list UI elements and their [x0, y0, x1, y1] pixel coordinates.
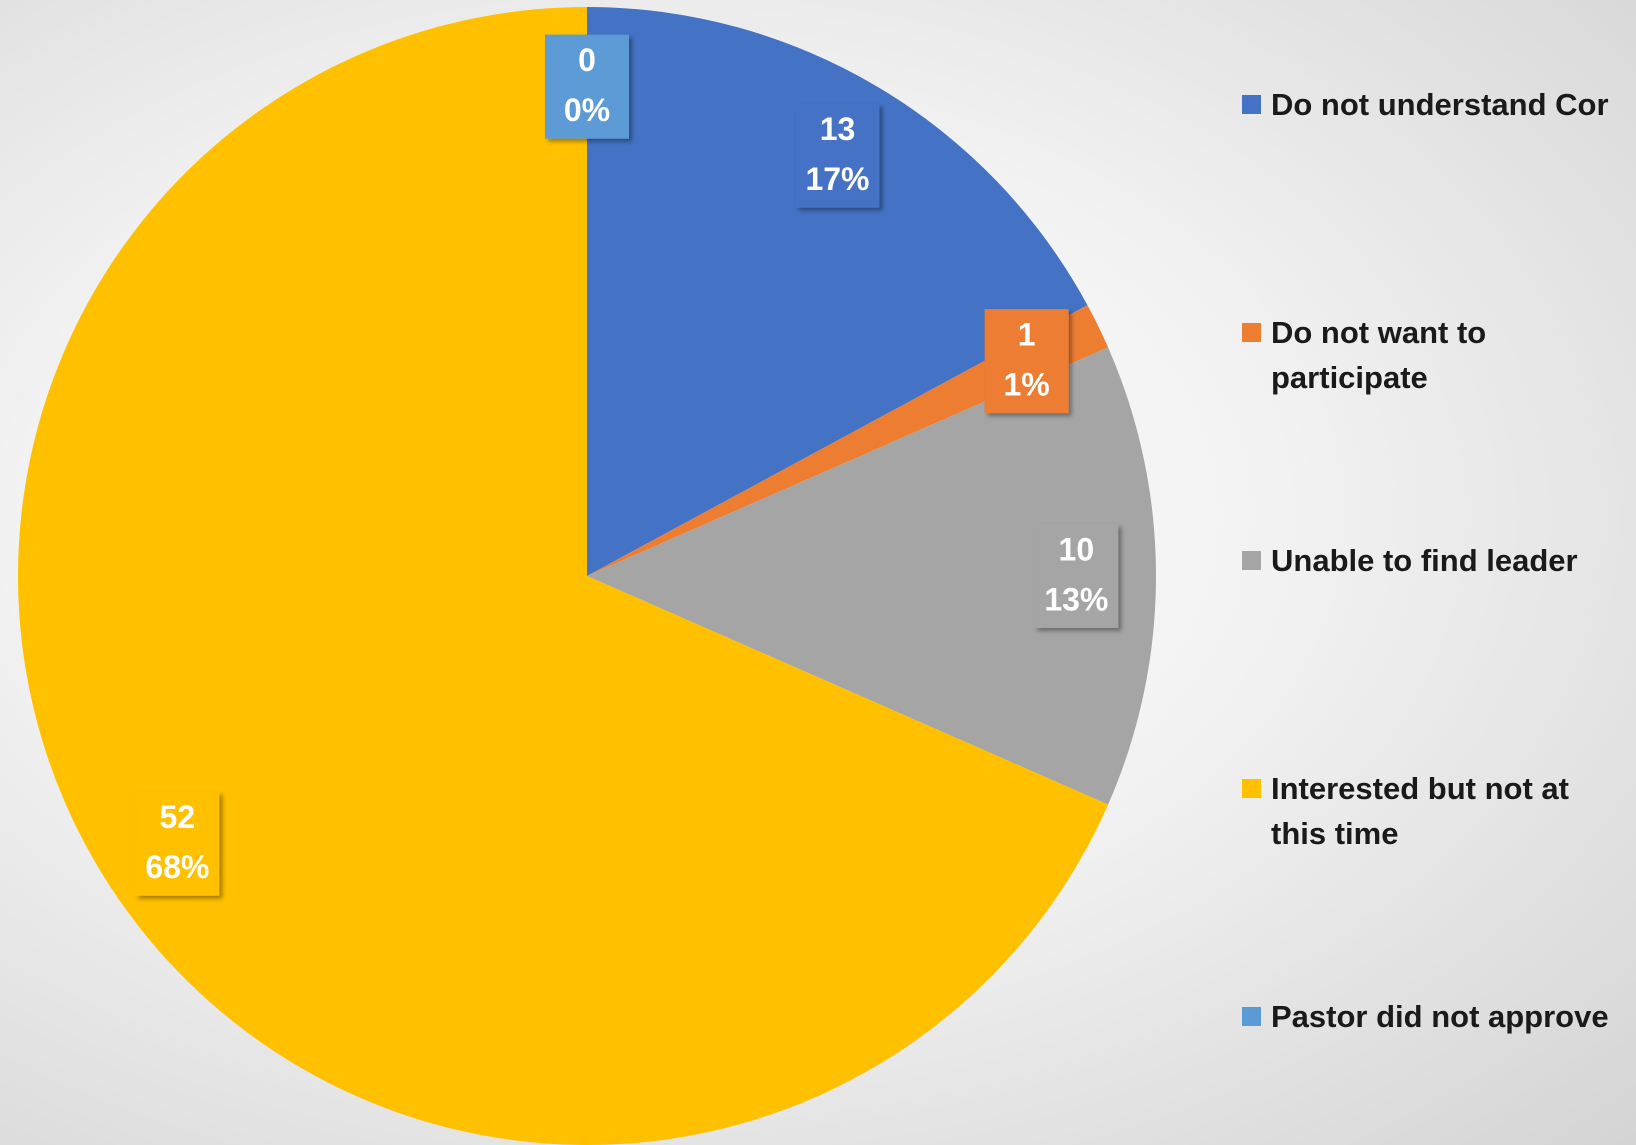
data-label-percent: 13%: [1044, 581, 1108, 617]
data-label-percent: 68%: [145, 849, 209, 885]
data-label-box: [545, 34, 629, 139]
legend-label: Unable to find leader: [1271, 543, 1578, 578]
legend: Do not understand Cor Do not want to part…: [1238, 0, 1636, 1145]
data-label-value: 52: [160, 799, 196, 835]
data-label: 00%: [545, 34, 629, 139]
data-label-box: [1034, 524, 1119, 628]
data-label-value: 13: [820, 111, 856, 147]
legend-label: Pastor did not approve: [1271, 999, 1609, 1034]
pie-slice: [587, 347, 1157, 805]
data-label-value: 0: [578, 42, 596, 78]
legend-swatch: [1242, 323, 1261, 342]
legend-label: Interested but not at this time: [1271, 771, 1569, 851]
data-label-percent: 0%: [564, 92, 610, 128]
data-label-value: 10: [1059, 531, 1095, 567]
pie-slice: [18, 7, 1109, 1145]
legend-swatch: [1242, 779, 1261, 798]
data-label: 11%: [984, 309, 1069, 414]
legend-swatch: [1242, 1007, 1261, 1026]
pie-slice: [587, 305, 1109, 576]
pie: [18, 7, 1157, 1145]
pie-slice: [587, 7, 1088, 576]
data-label-value: 1: [1018, 317, 1036, 353]
legend-swatch: [1242, 95, 1261, 114]
legend-swatch: [1242, 551, 1261, 570]
legend-label: Do not want to participate: [1271, 315, 1487, 395]
data-label-box: [984, 309, 1069, 414]
data-label-percent: 17%: [805, 161, 869, 197]
data-label-box: [795, 103, 880, 208]
data-label-percent: 1%: [1003, 367, 1049, 403]
legend-label: Do not understand Cor: [1271, 87, 1609, 122]
data-label-box: [135, 791, 220, 896]
